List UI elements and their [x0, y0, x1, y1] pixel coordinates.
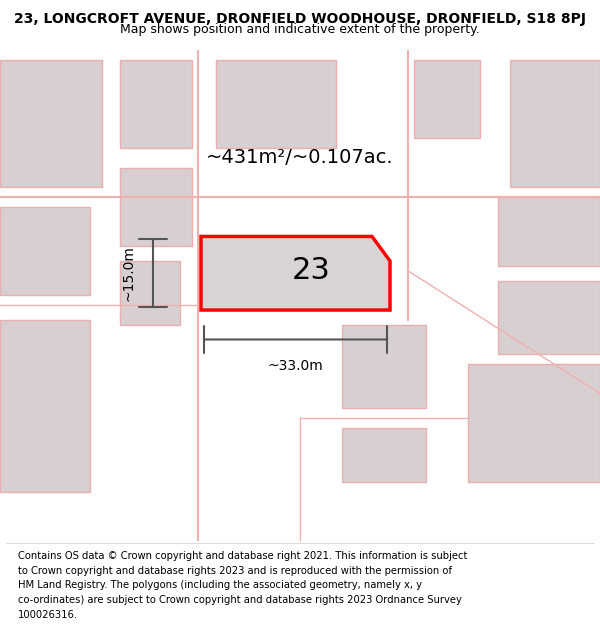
Text: Contains OS data © Crown copyright and database right 2021. This information is : Contains OS data © Crown copyright and d…	[18, 551, 467, 561]
Polygon shape	[216, 60, 336, 148]
Text: ~15.0m: ~15.0m	[121, 245, 135, 301]
Text: 23: 23	[292, 256, 330, 285]
Polygon shape	[414, 60, 480, 138]
Polygon shape	[510, 60, 600, 188]
Polygon shape	[0, 207, 90, 295]
Polygon shape	[342, 428, 426, 482]
Text: ~431m²/~0.107ac.: ~431m²/~0.107ac.	[206, 148, 394, 168]
Polygon shape	[120, 60, 192, 148]
Polygon shape	[342, 325, 426, 408]
Polygon shape	[120, 168, 192, 246]
Polygon shape	[201, 236, 390, 310]
Polygon shape	[468, 364, 600, 482]
Polygon shape	[498, 198, 600, 266]
Polygon shape	[0, 60, 102, 188]
Text: co-ordinates) are subject to Crown copyright and database rights 2023 Ordnance S: co-ordinates) are subject to Crown copyr…	[18, 595, 462, 605]
Text: to Crown copyright and database rights 2023 and is reproduced with the permissio: to Crown copyright and database rights 2…	[18, 566, 452, 576]
Text: Map shows position and indicative extent of the property.: Map shows position and indicative extent…	[120, 23, 480, 36]
Text: ~33.0m: ~33.0m	[268, 359, 323, 373]
Text: HM Land Registry. The polygons (including the associated geometry, namely x, y: HM Land Registry. The polygons (includin…	[18, 580, 422, 590]
Polygon shape	[498, 281, 600, 354]
Polygon shape	[120, 261, 180, 325]
Text: 100026316.: 100026316.	[18, 610, 78, 620]
Text: 23, LONGCROFT AVENUE, DRONFIELD WOODHOUSE, DRONFIELD, S18 8PJ: 23, LONGCROFT AVENUE, DRONFIELD WOODHOUS…	[14, 12, 586, 26]
Polygon shape	[0, 320, 90, 491]
